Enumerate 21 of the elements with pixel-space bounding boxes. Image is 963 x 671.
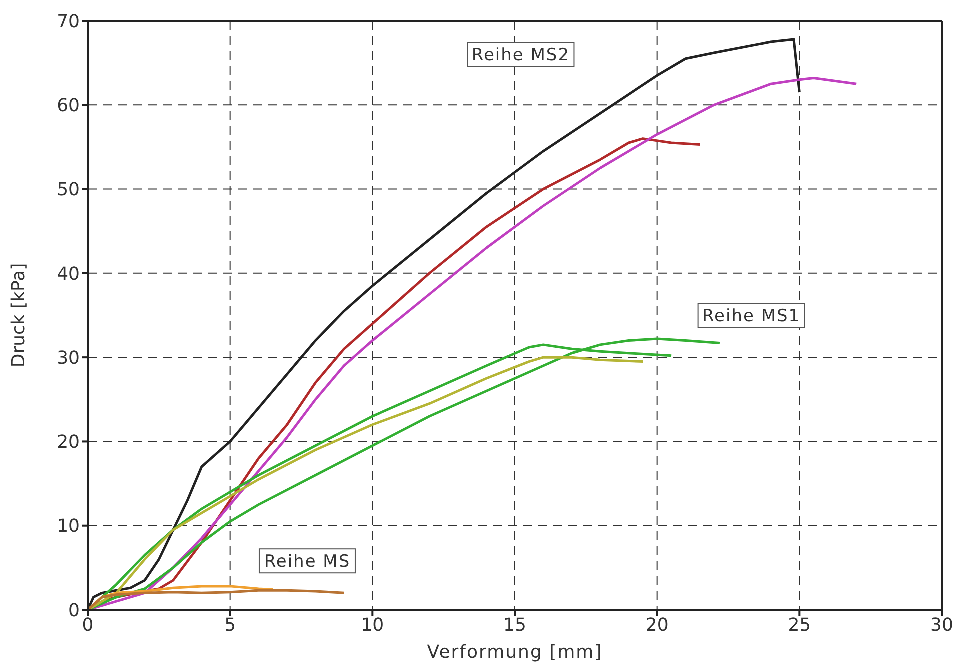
annotation: Reihe MS xyxy=(264,552,351,572)
x-tick-label: 20 xyxy=(646,614,669,636)
x-tick-label: 5 xyxy=(224,614,236,636)
y-tick-label: 40 xyxy=(57,264,80,285)
y-tick-label: 0 xyxy=(68,600,80,622)
line-series xyxy=(88,589,346,610)
y-tick-label: 70 xyxy=(57,11,80,32)
x-tick-label: 15 xyxy=(504,614,526,636)
y-tick-label: 30 xyxy=(57,348,80,369)
y-tick-label: 20 xyxy=(57,432,80,454)
y-tick-label: 50 xyxy=(57,180,80,201)
x-tick-label: 0 xyxy=(82,614,94,636)
y-tick-label: 60 xyxy=(57,96,80,117)
annotation: Reihe MS2 xyxy=(472,46,570,66)
x-tick-label: 25 xyxy=(788,614,812,636)
x-tick-label: 30 xyxy=(930,614,954,636)
x-tick-label: 10 xyxy=(361,614,384,636)
annotation: Reihe MS1 xyxy=(702,306,801,326)
y-tick-label: 10 xyxy=(57,516,80,538)
y-axis-title: Druck [kPa] xyxy=(8,263,30,368)
x-axis-title: Verformung [mm] xyxy=(427,642,603,663)
